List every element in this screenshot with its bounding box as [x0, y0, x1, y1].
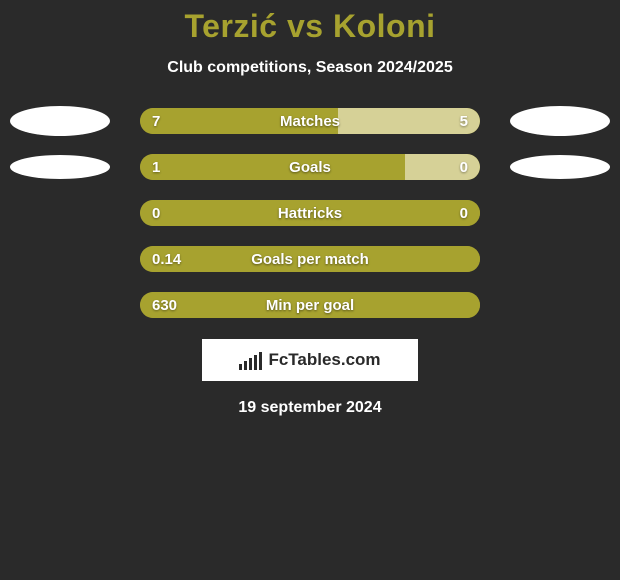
bars-icon [239, 350, 262, 370]
stat-value-left: 7 [152, 108, 160, 134]
stat-bar: 630Min per goal [140, 292, 480, 318]
page-title: Terzić vs Koloni [184, 8, 435, 45]
stat-value-left: 0.14 [152, 246, 181, 272]
bar-left-segment [140, 292, 480, 318]
stat-value-right: 0 [460, 200, 468, 226]
bar-left-segment [140, 246, 480, 272]
player1-name: Terzić [184, 8, 277, 44]
stat-value-right: 0 [460, 154, 468, 180]
stat-value-right: 5 [460, 108, 468, 134]
comparison-card: Terzić vs Koloni Club competitions, Seas… [0, 0, 620, 580]
stat-row: 0.14Goals per match [0, 245, 620, 273]
stat-row: 00Hattricks [0, 199, 620, 227]
player2-avatar-oval [510, 155, 610, 179]
stat-row: 10Goals [0, 153, 620, 181]
stat-value-left: 1 [152, 154, 160, 180]
stat-bar: 10Goals [140, 154, 480, 180]
bar-left-segment [140, 154, 405, 180]
stats-list: 75Matches10Goals00Hattricks0.14Goals per… [0, 107, 620, 319]
player1-avatar-oval [10, 155, 110, 179]
stat-value-left: 630 [152, 292, 177, 318]
date-text: 19 september 2024 [238, 399, 381, 417]
bar-right-segment [405, 154, 480, 180]
stat-bar: 75Matches [140, 108, 480, 134]
stat-value-left: 0 [152, 200, 160, 226]
player2-avatar-oval [510, 106, 610, 136]
vs-text: vs [287, 8, 324, 44]
stat-row: 630Min per goal [0, 291, 620, 319]
player2-name: Koloni [333, 8, 436, 44]
player1-avatar-oval [10, 106, 110, 136]
stat-row: 75Matches [0, 107, 620, 135]
brand-badge[interactable]: FcTables.com [202, 339, 418, 381]
bar-left-segment [140, 200, 480, 226]
brand-text: FcTables.com [268, 350, 380, 370]
subtitle-text: Club competitions, Season 2024/2025 [167, 59, 452, 77]
bar-left-segment [140, 108, 338, 134]
stat-bar: 0.14Goals per match [140, 246, 480, 272]
stat-bar: 00Hattricks [140, 200, 480, 226]
